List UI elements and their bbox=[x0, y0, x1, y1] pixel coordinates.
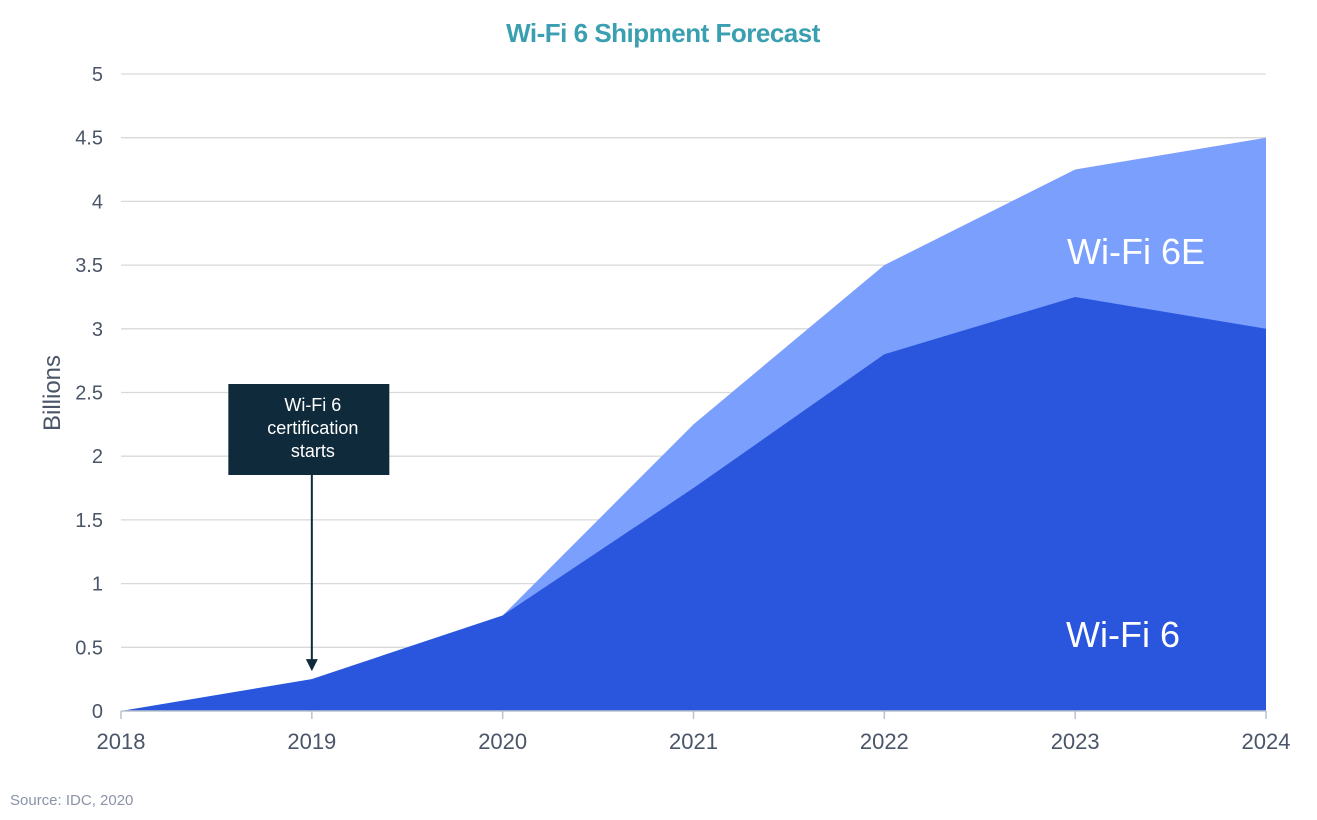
x-tick-label: 2023 bbox=[1051, 729, 1100, 754]
x-tick-label: 2019 bbox=[287, 729, 336, 754]
x-tick-label: 2022 bbox=[860, 729, 909, 754]
annotation-arrowhead bbox=[305, 659, 318, 672]
source-note: Source: IDC, 2020 bbox=[10, 792, 133, 809]
x-tick-label: 2020 bbox=[478, 729, 527, 754]
plot-areas bbox=[121, 137, 1266, 711]
chart-title: Wi-Fi 6 Shipment Forecast bbox=[506, 18, 821, 48]
y-tick-label: 0 bbox=[92, 701, 103, 723]
y-tick-label: 5 bbox=[92, 64, 103, 86]
series-label-wi-fi-6e: Wi-Fi 6E bbox=[1067, 231, 1205, 272]
y-tick-label: 0.5 bbox=[75, 637, 103, 659]
y-axis-label: Billions bbox=[39, 355, 66, 431]
y-tick-label: 1 bbox=[92, 574, 103, 596]
x-tick-label: 2024 bbox=[1242, 729, 1291, 754]
annotation-text-line: certification bbox=[267, 418, 358, 438]
x-tick-label: 2018 bbox=[97, 729, 146, 754]
x-axis bbox=[120, 710, 1267, 719]
y-tick-label: 4 bbox=[92, 191, 103, 213]
y-tick-label: 2.5 bbox=[75, 383, 103, 405]
annotation-box bbox=[228, 384, 390, 475]
annotation-text-line: starts bbox=[291, 441, 335, 461]
x-tick-label: 2021 bbox=[669, 729, 718, 754]
y-tick-label: 3 bbox=[92, 319, 103, 341]
series-label-wi-fi-6: Wi-Fi 6 bbox=[1066, 614, 1180, 655]
series-labels: Wi-Fi 6 Wi-Fi 6E bbox=[1066, 231, 1205, 655]
annotation-text-line: Wi-Fi 6 bbox=[284, 395, 341, 415]
y-tick-labels: 0 0.5 1 1.5 2 2.5 3 3.5 4 4.5 5 bbox=[75, 64, 103, 723]
y-tick-label: 3.5 bbox=[75, 255, 103, 277]
area-wi-fi-6 bbox=[121, 296, 1266, 711]
y-tick-label: 1.5 bbox=[75, 510, 103, 532]
y-tick-label: 2 bbox=[92, 446, 103, 468]
annotation: Wi-Fi 6 certification starts bbox=[228, 384, 390, 672]
x-tick-labels: 2018 2019 2020 2021 2022 2023 2024 bbox=[97, 729, 1291, 754]
y-tick-label: 4.5 bbox=[75, 128, 103, 150]
